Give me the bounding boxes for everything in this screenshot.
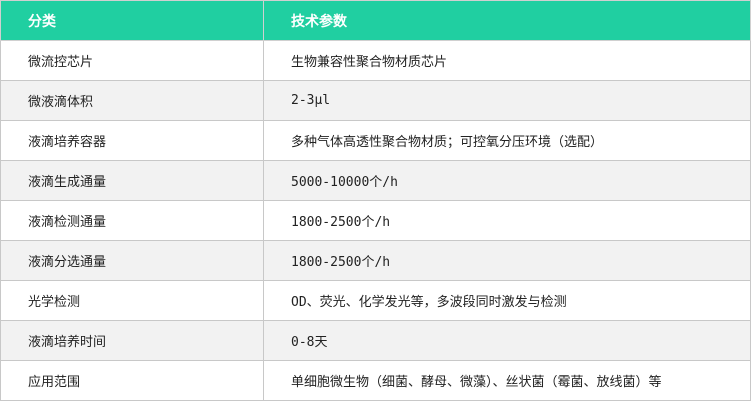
parameter-cell: 2-3μl bbox=[263, 80, 751, 121]
table-row: 应用范围 单细胞微生物（细菌、酵母、微藻）、丝状菌（霉菌、放线菌）等 bbox=[0, 360, 751, 401]
table-row: 液滴分选通量 1800-2500个/h bbox=[0, 240, 751, 281]
parameter-cell: 单细胞微生物（细菌、酵母、微藻）、丝状菌（霉菌、放线菌）等 bbox=[263, 360, 751, 401]
table-row: 液滴检测通量 1800-2500个/h bbox=[0, 200, 751, 241]
table-row: 光学检测 OD、荧光、化学发光等，多波段同时激发与检测 bbox=[0, 280, 751, 321]
parameter-cell: 1800-2500个/h bbox=[263, 240, 751, 281]
parameter-cell: 多种气体高透性聚合物材质；可控氧分压环境（选配） bbox=[263, 120, 751, 161]
parameter-cell: 生物兼容性聚合物材质芯片 bbox=[263, 40, 751, 81]
category-cell: 光学检测 bbox=[0, 280, 264, 321]
category-cell: 液滴检测通量 bbox=[0, 200, 264, 241]
table-header-row: 分类 技术参数 bbox=[0, 0, 751, 41]
parameter-cell: 0-8天 bbox=[263, 320, 751, 361]
table-row: 液滴培养时间 0-8天 bbox=[0, 320, 751, 361]
category-cell: 微流控芯片 bbox=[0, 40, 264, 81]
parameter-cell: 1800-2500个/h bbox=[263, 200, 751, 241]
category-cell: 液滴培养容器 bbox=[0, 120, 264, 161]
category-cell: 应用范围 bbox=[0, 360, 264, 401]
category-cell: 微液滴体积 bbox=[0, 80, 264, 121]
category-cell: 液滴生成通量 bbox=[0, 160, 264, 201]
category-cell: 液滴分选通量 bbox=[0, 240, 264, 281]
table-row: 微液滴体积 2-3μl bbox=[0, 80, 751, 121]
header-parameter: 技术参数 bbox=[263, 0, 751, 41]
header-category: 分类 bbox=[0, 0, 264, 41]
table-row: 液滴培养容器 多种气体高透性聚合物材质；可控氧分压环境（选配） bbox=[0, 120, 751, 161]
table-row: 液滴生成通量 5000-10000个/h bbox=[0, 160, 751, 201]
parameter-cell: OD、荧光、化学发光等，多波段同时激发与检测 bbox=[263, 280, 751, 321]
parameter-cell: 5000-10000个/h bbox=[263, 160, 751, 201]
category-cell: 液滴培养时间 bbox=[0, 320, 264, 361]
table-row: 微流控芯片 生物兼容性聚合物材质芯片 bbox=[0, 40, 751, 81]
